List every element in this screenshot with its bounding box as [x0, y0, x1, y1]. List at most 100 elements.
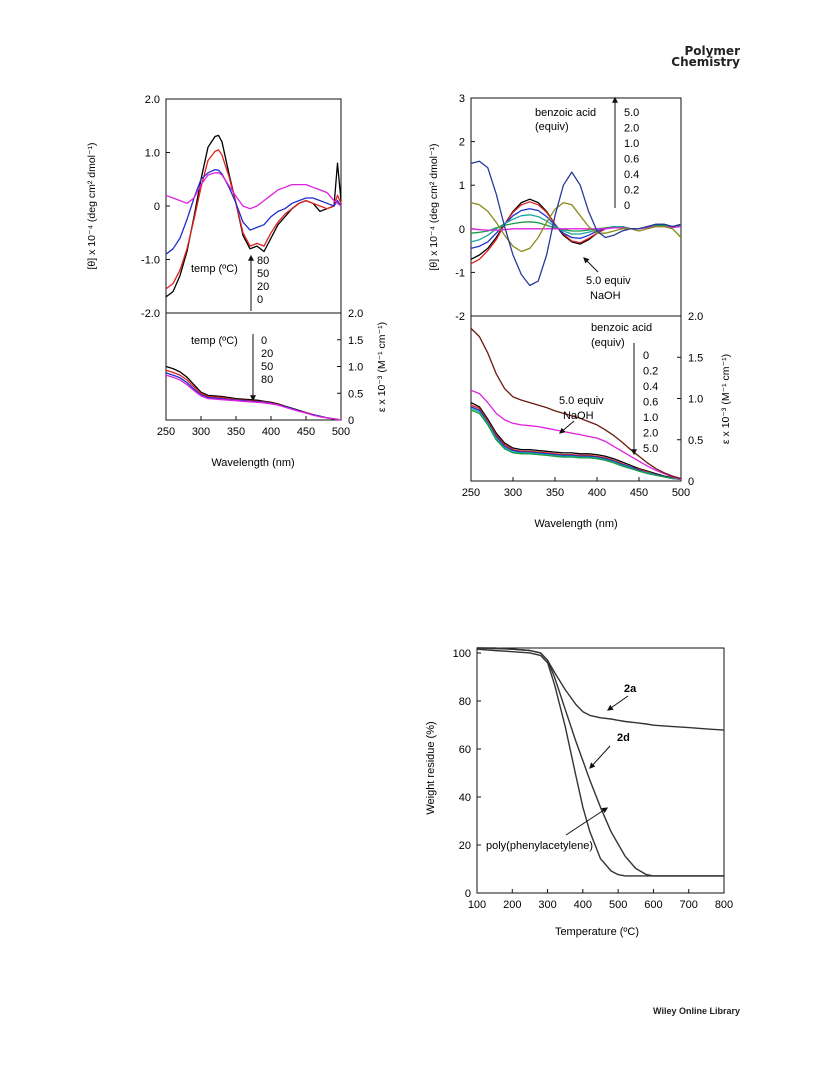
x-tick-label: 250 — [157, 426, 175, 438]
legend-item: 0 — [643, 350, 649, 362]
legend-item: 2.0 — [643, 428, 658, 440]
y-tick-label: -2.0 — [141, 308, 160, 320]
y-tick-label: 80 — [459, 696, 471, 708]
y-tick-label: 1.5 — [348, 335, 363, 347]
x-tick-label: 500 — [332, 426, 350, 438]
fig3-pointer-2a — [607, 695, 629, 711]
fig2-top-naoh-label-2: NaOH — [590, 290, 621, 302]
x-tick-label: 400 — [262, 426, 280, 438]
x-tick-label: 450 — [297, 426, 315, 438]
figure-cd-benzoic-acid: 3 2 1 0 -1 -2 [θ] x 10⁻⁴ (deg cm² dmol⁻¹) ben… — [428, 93, 732, 530]
fig2-bottom-series — [470, 327, 682, 481]
legend-item: 1.0 — [624, 138, 639, 150]
y-tick-label: 3 — [459, 93, 465, 105]
series-line-0-1 — [165, 149, 342, 290]
x-tick-label: 100 — [468, 899, 486, 911]
fig3-pointer-2d — [589, 745, 611, 769]
x-tick-label: 300 — [504, 487, 522, 499]
series-line-3-0 — [470, 402, 682, 481]
series-line-4-0 — [477, 647, 725, 731]
fig2-top-legend-items: 5.0 2.0 1.0 0.6 0.4 0.2 0 — [624, 107, 639, 212]
legend-item: 5.0 — [624, 107, 639, 119]
fig1-top-series — [165, 134, 342, 298]
legend-item: 0 — [261, 335, 267, 347]
footer-publisher: Wiley Online Library — [653, 1006, 740, 1016]
legend-item: 0.4 — [624, 169, 639, 181]
x-tick-label: 300 — [538, 899, 556, 911]
y-tick-label: 0 — [688, 476, 694, 488]
y-tick-label: 2.0 — [688, 311, 703, 323]
fig1-top-legend-title: temp (ºC) — [191, 263, 238, 275]
series-line-0-0 — [165, 134, 342, 298]
fig2-xlabel: Wavelength (nm) — [534, 518, 617, 530]
x-tick-label: 500 — [672, 487, 690, 499]
x-tick-label: 400 — [588, 487, 606, 499]
series-line-3-1 — [470, 404, 682, 481]
fig2-top-ylabel: [θ] x 10⁻⁴ (deg cm² dmol⁻¹) — [428, 143, 440, 270]
series-line-3-5 — [470, 389, 682, 481]
fig2-bottom-legend-title-2: (equiv) — [591, 337, 625, 349]
legend-item: 50 — [257, 268, 269, 280]
fig2-bottom-yaxis: 2.0 1.5 1.0 0.5 0 — [677, 311, 703, 488]
y-tick-label: 2.0 — [348, 308, 363, 320]
fig2-bottom-naoh-label-2: NaOH — [563, 410, 594, 422]
y-tick-label: -1.0 — [141, 255, 160, 267]
fig2-top-yaxis: 3 2 1 0 -1 -2 — [455, 93, 475, 323]
fig3-ylabel: Weight residue (%) — [425, 721, 437, 814]
fig2-top-legend-title-1: benzoic acid — [535, 107, 596, 119]
y-tick-label: 1.0 — [348, 362, 363, 374]
y-tick-label: 0 — [348, 415, 354, 427]
figure-cd-temperature: 2.0 1.0 0 -1.0 -2.0 [θ] x 10⁻⁴ (deg cm² dmol… — [86, 94, 388, 469]
fig2-top-series — [470, 160, 682, 287]
fig3-label-2d: 2d — [617, 732, 630, 744]
x-tick-label: 800 — [715, 899, 733, 911]
series-line-3-4 — [470, 409, 682, 481]
legend-item: 0.6 — [643, 397, 658, 409]
fig3-xaxis: 100 200 300 400 500 600 700 800 — [468, 889, 733, 911]
y-tick-label: 0 — [154, 201, 160, 213]
fig3-frame — [476, 647, 725, 894]
fig2-top-naoh-pointer — [583, 257, 599, 273]
y-tick-label: 0 — [465, 888, 471, 900]
legend-item: 20 — [261, 348, 273, 360]
legend-item: 0.6 — [624, 154, 639, 166]
fig1-top-plot: 2.0 1.0 0 -1.0 -2.0 [θ] x 10⁻⁴ (deg cm² dmol… — [86, 94, 342, 320]
series-line-0-2 — [165, 168, 342, 255]
legend-item: 2.0 — [624, 123, 639, 135]
legend-item: 5.0 — [643, 443, 658, 455]
x-tick-label: 250 — [462, 487, 480, 499]
fig3-label-2a: 2a — [624, 683, 637, 695]
legend-item: 20 — [257, 281, 269, 293]
fig3-pointer-pa — [565, 807, 609, 836]
legend-item: 0.4 — [643, 381, 658, 393]
fig2-xaxis: 250 300 350 400 450 500 — [462, 477, 690, 499]
x-tick-label: 350 — [546, 487, 564, 499]
fig1-top-ylabel: [θ] x 10⁻⁴ (deg cm² dmol⁻¹) — [86, 142, 98, 269]
fig1-bottom-yaxis: 2.0 1.5 1.0 0.5 0 — [337, 308, 363, 427]
y-tick-label: -2 — [455, 311, 465, 323]
legend-item: 0 — [624, 200, 630, 212]
y-tick-label: 0.5 — [348, 388, 363, 400]
fig1-bottom-plot: 2.01.51.00.50 250 300 350 400 450 500 ε x 10⁻… — [157, 308, 388, 469]
fig2-bottom-ylabel: ε x 10⁻³ (M⁻¹ cm⁻¹) — [720, 354, 732, 444]
journal-name-line1: Polymer — [684, 44, 740, 58]
fig2-top-naoh-label-1: 5.0 equiv — [586, 275, 631, 287]
y-tick-label: 0 — [459, 224, 465, 236]
x-tick-label: 600 — [644, 899, 662, 911]
legend-item: 0.2 — [624, 185, 639, 197]
y-tick-label: 20 — [459, 840, 471, 852]
series-line-2-6 — [470, 201, 682, 253]
y-tick-label: 40 — [459, 792, 471, 804]
x-tick-label: 350 — [227, 426, 245, 438]
y-tick-label: 2.0 — [145, 94, 160, 106]
legend-item: 0 — [257, 294, 263, 306]
y-tick-label: 1.0 — [688, 394, 703, 406]
y-tick-label: 1 — [459, 180, 465, 192]
series-line-3-6 — [470, 327, 682, 480]
legend-item: 1.0 — [643, 412, 658, 424]
fig1-bottom-series — [165, 365, 342, 421]
